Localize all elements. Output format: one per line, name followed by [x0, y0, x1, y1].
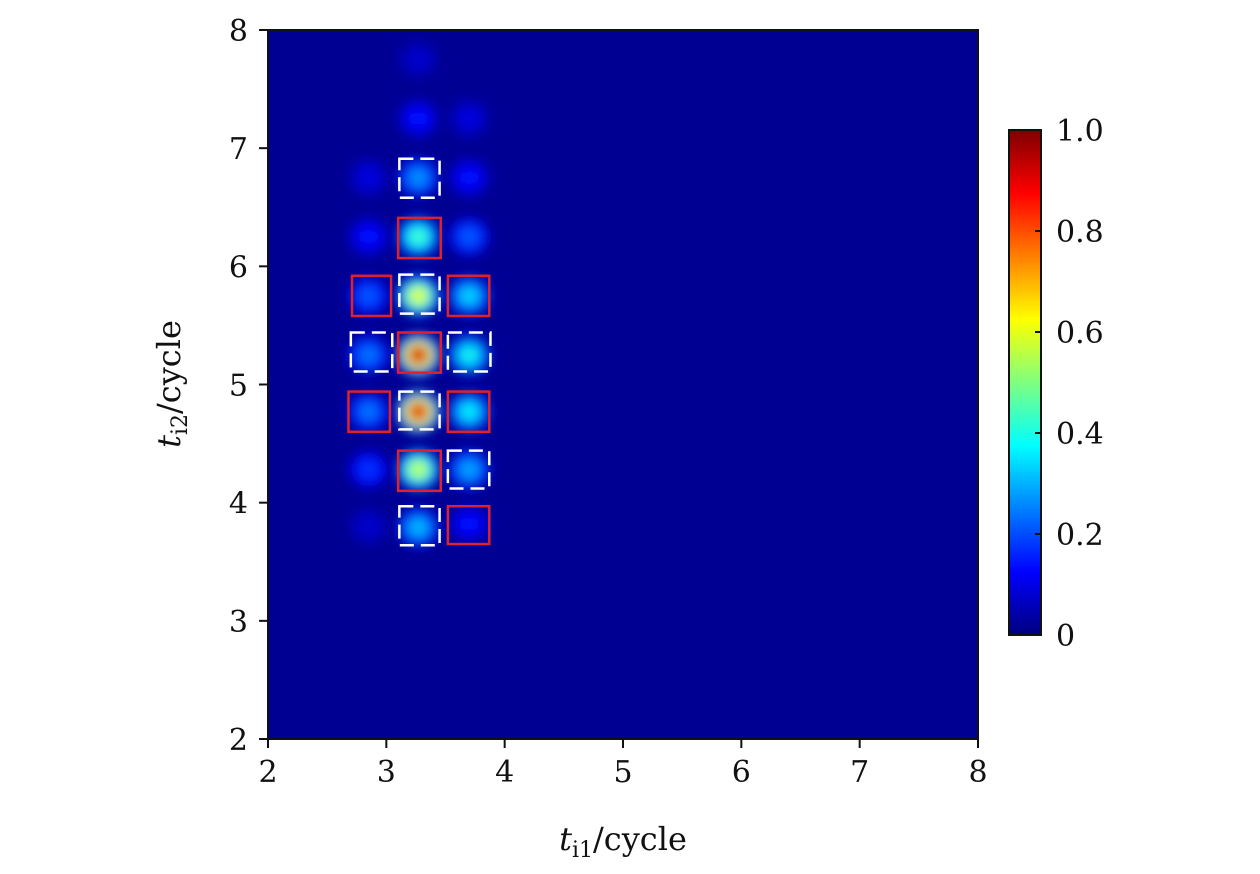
- solid-annotation-box: [396, 331, 443, 374]
- x-tick-label: 6: [732, 755, 751, 790]
- heatmap-spot: [396, 506, 440, 549]
- heatmap-spot: [346, 449, 391, 491]
- solid-annotation-box: [350, 274, 393, 318]
- heatmap-spot: [396, 275, 440, 317]
- x-tick-label: 3: [377, 755, 396, 790]
- heatmap-spot: [396, 216, 440, 258]
- y-tick-label: 6: [229, 250, 248, 285]
- heatmap-spot: [396, 157, 440, 199]
- colorbar-tick-label: 0: [1056, 619, 1075, 654]
- heatmap-spot: [447, 98, 491, 140]
- heatmap-spot: [447, 449, 491, 491]
- x-axis-title-var: t: [559, 820, 572, 858]
- dashed-annotation-box: [398, 504, 441, 547]
- heatmap-spot: [396, 334, 440, 376]
- heatmap-spot: [396, 98, 440, 140]
- heatmap-background: [268, 30, 978, 739]
- y-tick-label: 2: [229, 723, 248, 758]
- solid-annotation-box: [446, 504, 491, 546]
- solid-annotation-box: [446, 274, 491, 318]
- solid-annotation-box: [396, 449, 443, 493]
- colorbar-gradient: [1008, 129, 1042, 636]
- y-axis-title-var: t: [150, 435, 188, 448]
- y-tick-label: 7: [229, 132, 248, 167]
- solid-annotation-box: [446, 390, 491, 434]
- plot-area: [267, 29, 979, 740]
- y-axis-title-unit: /cycle: [150, 320, 188, 414]
- heatmap-spot: [447, 275, 491, 317]
- dashed-annotation-box: [398, 390, 441, 431]
- heatmap-spot: [447, 391, 491, 433]
- x-tick-label: 2: [258, 755, 277, 790]
- colorbar-tick-label: 0.2: [1056, 518, 1104, 553]
- colorbar: 0 0.2 0.4 0.6 0.8 1.0: [1008, 114, 1104, 654]
- heatmap-spot: [346, 391, 391, 433]
- dashed-annotation-box: [398, 273, 441, 315]
- y-tick-label: 5: [229, 369, 248, 404]
- heatmap-spot: [447, 503, 491, 545]
- heatmap-spot: [447, 334, 491, 376]
- heatmap-spot: [396, 449, 440, 491]
- heatmap-spot: [447, 216, 491, 258]
- colorbar-tick-label: 0.6: [1056, 316, 1104, 351]
- dashed-annotation-box: [446, 331, 492, 373]
- dashed-annotation-box: [446, 449, 491, 490]
- heatmap-spot: [346, 216, 391, 258]
- y-axis: 2 3 4 5 6 7 8: [229, 14, 268, 758]
- solid-annotation-box: [396, 216, 443, 260]
- colorbar-ticks: 0 0.2 0.4 0.6 0.8 1.0: [1035, 114, 1104, 654]
- y-axis-title: ti2/cycle: [150, 320, 193, 448]
- y-tick-label: 4: [229, 487, 248, 522]
- heatmap-spot: [346, 334, 391, 376]
- solid-annotation-box: [347, 390, 392, 434]
- x-axis-title-sub: i1: [572, 838, 593, 863]
- y-tick-label: 3: [229, 605, 248, 640]
- colorbar-tick-label: 1.0: [1056, 114, 1104, 149]
- heatmap-spots: [346, 39, 491, 549]
- x-tick-label: 8: [968, 755, 987, 790]
- heatmap-spot: [346, 275, 391, 317]
- heatmap-spot: [447, 157, 491, 199]
- annotation-boxes: [347, 157, 492, 547]
- colorbar-tick-label: 0.4: [1056, 417, 1104, 452]
- x-axis-title-unit: /cycle: [593, 820, 687, 858]
- heatmap-spot: [396, 391, 440, 433]
- x-tick-label: 4: [495, 755, 514, 790]
- x-tick-label: 7: [850, 755, 869, 790]
- dashed-annotation-box: [398, 157, 441, 200]
- colorbar-tick-label: 0.8: [1056, 215, 1104, 250]
- heatmap-spot: [346, 157, 391, 199]
- x-axis-title: ti1/cycle: [559, 820, 687, 863]
- x-tick-label: 5: [613, 755, 632, 790]
- y-tick-label: 8: [229, 14, 248, 49]
- heatmap-spot: [396, 39, 440, 81]
- y-axis-title-sub: i2: [168, 414, 193, 435]
- x-axis: 2 3 4 5 6 7 8: [258, 739, 988, 790]
- heatmap-spot: [346, 505, 391, 547]
